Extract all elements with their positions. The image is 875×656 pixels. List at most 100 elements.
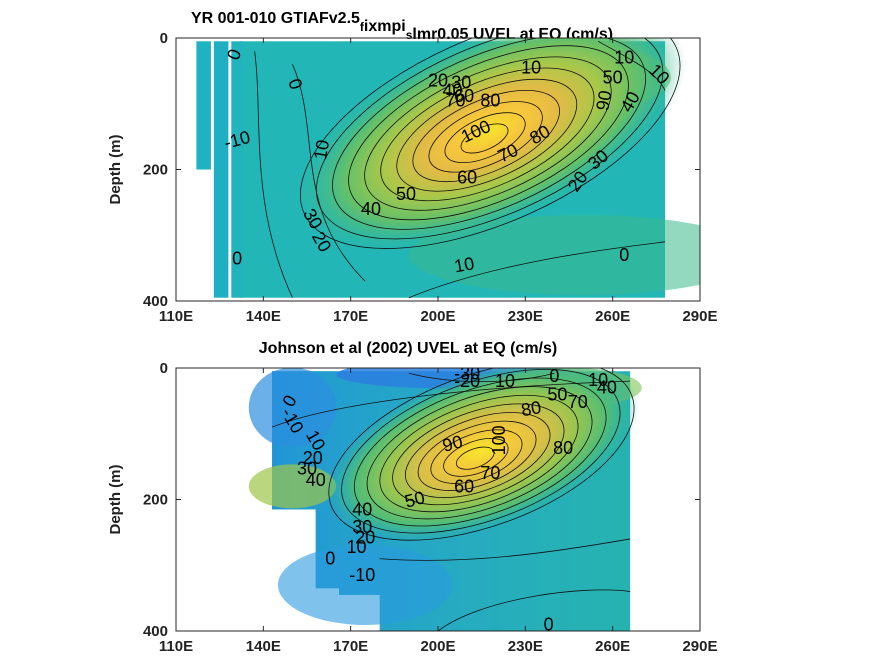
x-tick-label: 170E — [333, 638, 368, 655]
jet-core-fill — [294, 38, 687, 252]
y-tick-label: 400 — [143, 623, 168, 640]
contour-label: 20 — [303, 448, 323, 468]
contour-label: -10 — [349, 565, 375, 585]
y-tick-label: 200 — [143, 492, 168, 509]
contour-line — [271, 380, 631, 428]
x-tick-label: 140E — [246, 638, 281, 655]
contour-label: 10 — [521, 58, 541, 78]
field-patch — [248, 368, 337, 448]
contour-label: 30 — [352, 517, 372, 537]
contour-label: 0 — [619, 245, 629, 265]
contour-label: 40 — [306, 470, 326, 490]
contour-label: 10 — [495, 371, 515, 391]
y-tick-label: 0 — [160, 30, 168, 47]
contour-label: 10 — [310, 138, 333, 161]
contour-label: 90 — [440, 431, 465, 456]
y-axis-label: Depth (m) — [107, 465, 124, 535]
contour-line — [455, 446, 495, 470]
x-tick-label: 170E — [333, 308, 368, 325]
contour-label: 80 — [480, 90, 500, 110]
contour-label: 30 — [451, 73, 471, 93]
panel-2: Johnson et al (2002) UVEL at EQ (cm/s) -3… — [107, 340, 718, 655]
x-tick-label: 260E — [595, 638, 630, 655]
contour-line — [364, 56, 612, 211]
field-strip — [196, 41, 211, 170]
contour-line — [404, 412, 551, 499]
contour-label: 10 — [346, 537, 366, 557]
field-patch — [277, 544, 453, 625]
contour-line — [341, 368, 621, 534]
contour-line — [353, 377, 607, 527]
contour-label: 40 — [361, 199, 381, 219]
contour-label: 80 — [553, 438, 573, 458]
contour-line — [379, 394, 579, 513]
contour-label: 20 — [355, 528, 375, 548]
contour-line — [417, 420, 537, 491]
y-axis-label: Depth (m) — [107, 135, 124, 205]
contour-label: 10 — [614, 48, 634, 68]
field-patch — [248, 464, 337, 509]
contour-line — [437, 589, 631, 631]
x-tick-label: 110E — [159, 638, 193, 655]
contour-line — [379, 538, 631, 561]
contour-line — [443, 438, 509, 477]
x-tick-label: 260E — [595, 308, 630, 325]
x-tick-label: 110E — [159, 308, 193, 325]
x-tick-label: 230E — [508, 308, 543, 325]
contour-label: 0 — [232, 248, 242, 268]
contour-label: 0 — [544, 614, 554, 634]
contour-line — [428, 101, 543, 173]
contour-line — [348, 45, 629, 221]
contour-label: 50 — [547, 384, 567, 404]
contour-line — [392, 403, 565, 506]
contour-label: 100 — [489, 425, 509, 455]
x-tick-label: 290E — [682, 308, 717, 325]
x-tick-label: 200E — [420, 638, 455, 655]
contour-label: 70 — [445, 90, 465, 110]
contour-line — [332, 38, 647, 230]
panel-1: YR 001-010 GTIAFv2.5fixmpislmr0.05 UVEL … — [107, 10, 718, 325]
contour-line — [408, 372, 555, 382]
contour-label: 80 — [520, 397, 543, 420]
contour-label: 70 — [480, 463, 500, 483]
field-strip — [213, 41, 229, 298]
x-tick-label: 140E — [246, 308, 281, 325]
contour-line — [292, 64, 366, 282]
jet-core — [294, 38, 687, 252]
chart-title: Johnson et al (2002) UVEL at EQ (cm/s) — [259, 340, 557, 357]
contour-label: 0 — [549, 366, 559, 386]
contour-label: 10 — [453, 253, 476, 276]
x-tick-label: 290E — [682, 638, 717, 655]
contour-label: 60 — [457, 167, 477, 187]
y-tick-label: 400 — [143, 293, 168, 310]
contour-label: 0 — [325, 549, 335, 569]
contour-line — [366, 386, 593, 520]
jet-core — [324, 368, 639, 543]
contour-line — [412, 89, 561, 183]
contour-line — [254, 51, 293, 298]
contour-label: 50 — [603, 67, 623, 87]
contour-label: 90 — [592, 89, 615, 112]
contour-label: 40 — [443, 81, 463, 101]
contour-label: 40 — [352, 499, 372, 519]
contour-line — [444, 112, 526, 164]
contour-label: 60 — [454, 86, 474, 106]
contour-label: 10 — [588, 370, 608, 390]
contour-label: -30 — [454, 363, 480, 383]
contour-line — [299, 38, 681, 249]
contour-line — [396, 78, 578, 192]
contour-label: 40 — [597, 378, 617, 398]
contour-label: -20 — [454, 371, 480, 391]
contour-line — [408, 241, 666, 299]
field-patch — [408, 214, 700, 295]
x-tick-label: 230E — [508, 638, 543, 655]
contour-label: 30 — [297, 459, 317, 479]
x-tick-label: 200E — [420, 308, 455, 325]
contour-line — [597, 40, 666, 91]
contour-line — [460, 123, 509, 154]
y-tick-label: 200 — [143, 162, 168, 179]
contour-line — [328, 368, 635, 541]
field-strip — [231, 41, 243, 298]
